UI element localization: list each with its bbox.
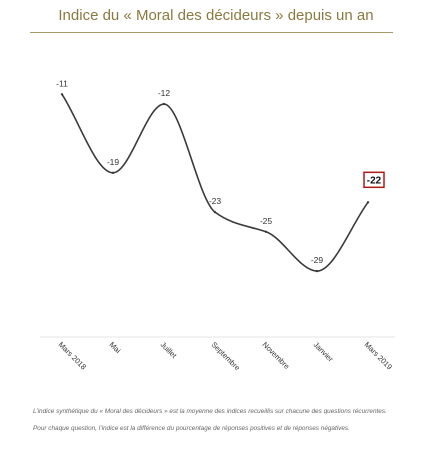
series-line (61, 93, 369, 272)
data-label: -12 (158, 88, 171, 98)
x-tick-label: Novembre (261, 340, 292, 371)
x-tick-label: Janvier (312, 340, 336, 364)
x-tick-label: Mai (108, 340, 123, 355)
data-point (264, 230, 268, 233)
x-tick-label: Mars 2019 (363, 340, 394, 371)
data-point (315, 269, 319, 273)
data-point (366, 201, 370, 204)
chart-title: Indice du « Moral des décideurs » depuis… (58, 7, 374, 24)
highlight-box (363, 171, 385, 189)
data-label: -23 (209, 196, 222, 206)
footnote-2: Pour chaque question, l’indice est la di… (33, 425, 350, 432)
title-divider (30, 32, 393, 33)
x-tick-label: Mars 2018 (57, 340, 88, 371)
x-tick-label: Juillet (159, 340, 180, 361)
data-point (60, 93, 64, 96)
data-label: -11 (56, 78, 68, 88)
data-point (162, 102, 166, 106)
data-label: -25 (260, 216, 273, 226)
data-point (213, 210, 217, 214)
line-chart: -11 -19 -12 -23 -25 -29 -22 Mars 2018 Mai Juillet… (40, 78, 395, 372)
data-label: -19 (107, 157, 120, 167)
data-point (111, 171, 115, 175)
data-label-highlighted: -22 (367, 175, 382, 186)
x-tick-label: Septembre (210, 340, 242, 372)
footnote-1: L’indice synthétique du « Moral des déci… (33, 408, 387, 415)
data-label: -29 (311, 255, 324, 265)
